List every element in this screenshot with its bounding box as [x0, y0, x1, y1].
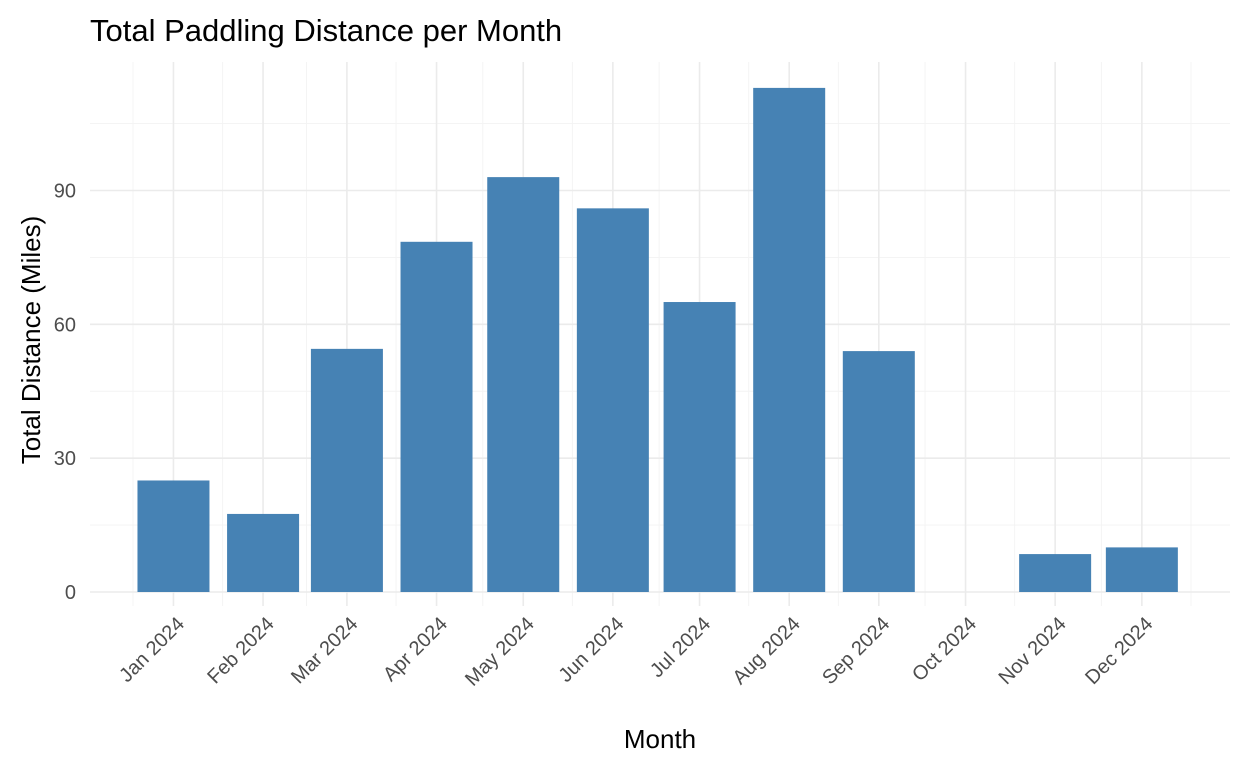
- bar: [227, 513, 300, 592]
- x-tick-labels: Jan 2024 Feb 2024 Mar 2024 Apr 2024 May 2024…: [115, 613, 1157, 691]
- x-tick-label: Mar 2024: [287, 613, 362, 688]
- bar: [663, 302, 736, 592]
- y-tick-labels: 0 30 60 90: [54, 181, 76, 605]
- bar: [753, 87, 826, 593]
- x-tick-label: May 2024: [461, 613, 539, 691]
- x-tick-label: Aug 2024: [729, 613, 805, 689]
- y-tick-label: 0: [65, 582, 76, 604]
- x-axis-title: Month: [624, 724, 696, 754]
- bar: [137, 480, 210, 592]
- bar: [576, 208, 649, 592]
- bar: [487, 177, 560, 592]
- x-tick-label: Jun 2024: [555, 613, 629, 687]
- bar: [1105, 547, 1178, 592]
- x-tick-label: Jan 2024: [115, 613, 189, 687]
- bar: [842, 351, 915, 592]
- chart-title: Total Paddling Distance per Month: [90, 13, 562, 48]
- minor-gridlines: [90, 62, 1230, 606]
- bars: [137, 87, 1178, 593]
- y-tick-label: 60: [54, 314, 76, 336]
- bar: [400, 241, 473, 592]
- x-tick-label: Feb 2024: [203, 613, 278, 688]
- bar: [1019, 554, 1092, 592]
- y-tick-label: 90: [54, 181, 76, 203]
- x-tick-label: Apr 2024: [379, 613, 452, 686]
- bar: [310, 348, 383, 592]
- y-tick-label: 30: [54, 448, 76, 470]
- x-tick-label: Jul 2024: [646, 613, 715, 682]
- y-axis-title: Total Distance (Miles): [16, 216, 46, 465]
- x-tick-label: Nov 2024: [995, 613, 1071, 689]
- x-tick-label: Dec 2024: [1081, 613, 1157, 689]
- x-tick-label: Sep 2024: [818, 613, 894, 689]
- x-tick-label: Oct 2024: [908, 613, 981, 686]
